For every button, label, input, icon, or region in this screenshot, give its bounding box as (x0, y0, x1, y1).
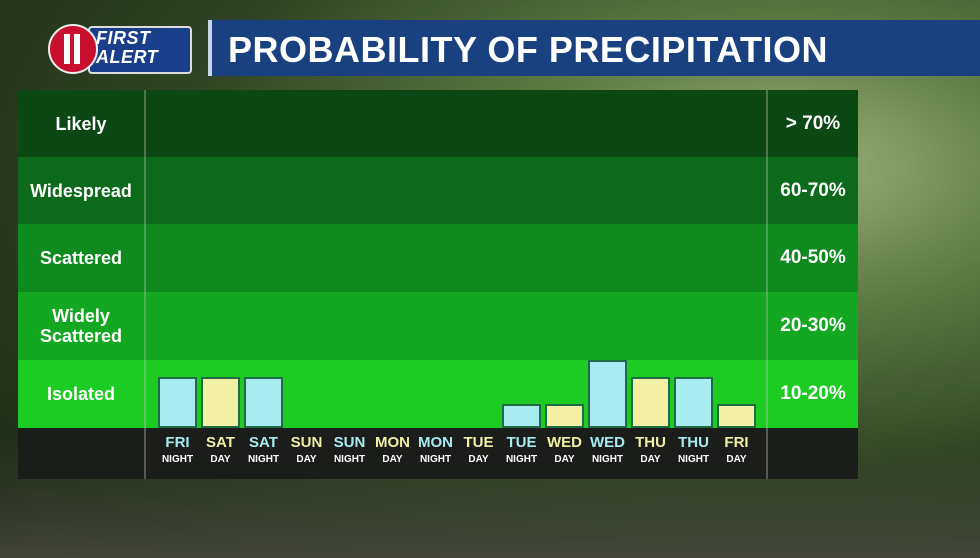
day-period: DAY (382, 454, 403, 465)
day-name: THU (678, 434, 709, 451)
precipitation-chart: Likely Widespread Scattered Widely Scatt… (18, 90, 858, 479)
right-divider (766, 90, 768, 479)
day-label: SAT NIGHT (242, 434, 285, 466)
bar-fri-day (717, 404, 756, 428)
day-period: NIGHT (591, 454, 624, 465)
day-label: FRI NIGHT (156, 434, 199, 466)
day-period: DAY (554, 454, 575, 465)
bar-thu-day (631, 377, 670, 428)
row-range: 10-20% (780, 383, 846, 404)
day-period: NIGHT (161, 454, 194, 465)
day-name: FRI (165, 434, 190, 451)
row-label: Widely Scattered (39, 306, 123, 346)
day-name: WED (547, 434, 582, 451)
day-period: DAY (640, 454, 661, 465)
day-period: DAY (726, 454, 747, 465)
day-label: SUN NIGHT (328, 434, 371, 466)
day-name: MON (418, 434, 453, 451)
day-period: NIGHT (505, 454, 538, 465)
day-period: DAY (210, 454, 231, 465)
day-label: THU NIGHT (672, 434, 715, 466)
bar-wed-day (545, 404, 584, 428)
day-label: SUN DAY (285, 434, 328, 466)
row-range: > 70% (785, 112, 841, 134)
row-background-widely-scattered (18, 292, 858, 360)
day-name: MON (375, 434, 410, 451)
day-period: NIGHT (333, 454, 366, 465)
row-background-widespread (18, 157, 858, 224)
day-name: WED (590, 434, 625, 451)
title-bar: PROBABILITY OF PRECIPITATION (208, 20, 980, 76)
bar-sat-day (201, 377, 240, 428)
page-title: PROBABILITY OF PRECIPITATION (228, 29, 829, 70)
day-label: WED DAY (543, 434, 586, 466)
day-period: DAY (296, 454, 317, 465)
day-name: SUN (290, 434, 323, 451)
day-label: MON NIGHT (414, 434, 457, 466)
day-label: THU DAY (629, 434, 672, 466)
first-alert-logo: FIRST ALERT (48, 22, 192, 74)
row-range: 60-70% (780, 179, 846, 201)
day-name: SAT (249, 434, 278, 451)
day-label: FRI DAY (715, 434, 758, 466)
day-name: TUE (506, 434, 537, 451)
day-label-strip (18, 428, 858, 479)
day-name: TUE (463, 434, 494, 451)
row-label: Likely (55, 113, 107, 134)
bar-sat-night (244, 377, 283, 428)
day-name: THU (635, 434, 666, 451)
bar-tue-night (502, 404, 541, 428)
row-background-scattered (18, 224, 858, 292)
logo-box (88, 26, 192, 74)
day-name: SAT (206, 434, 235, 451)
day-label: MON DAY (371, 434, 414, 466)
day-label: WED NIGHT (586, 434, 629, 466)
logo-circle (48, 24, 98, 74)
bar-thu-night (674, 377, 713, 428)
row-label: Isolated (46, 384, 116, 404)
row-range: 20-30% (780, 315, 846, 336)
logo-line2: ALERT (96, 47, 159, 67)
day-label: TUE NIGHT (500, 434, 543, 466)
day-period: DAY (468, 454, 489, 465)
left-divider (144, 90, 146, 479)
day-name: SUN (333, 434, 366, 451)
row-label: Widespread (30, 180, 132, 201)
row-background-likely (18, 90, 858, 157)
logo-line1: FIRST (96, 28, 151, 48)
bar-wed-night (588, 360, 627, 428)
day-period: NIGHT (677, 454, 710, 465)
row-range: 40-50% (780, 247, 846, 268)
row-label: Scattered (39, 248, 123, 268)
bar-fri-night (158, 377, 197, 428)
day-name: FRI (724, 434, 749, 451)
day-period: NIGHT (419, 454, 452, 465)
day-period: NIGHT (247, 454, 280, 465)
day-label: SAT DAY (199, 434, 242, 466)
day-label: TUE DAY (457, 434, 500, 466)
